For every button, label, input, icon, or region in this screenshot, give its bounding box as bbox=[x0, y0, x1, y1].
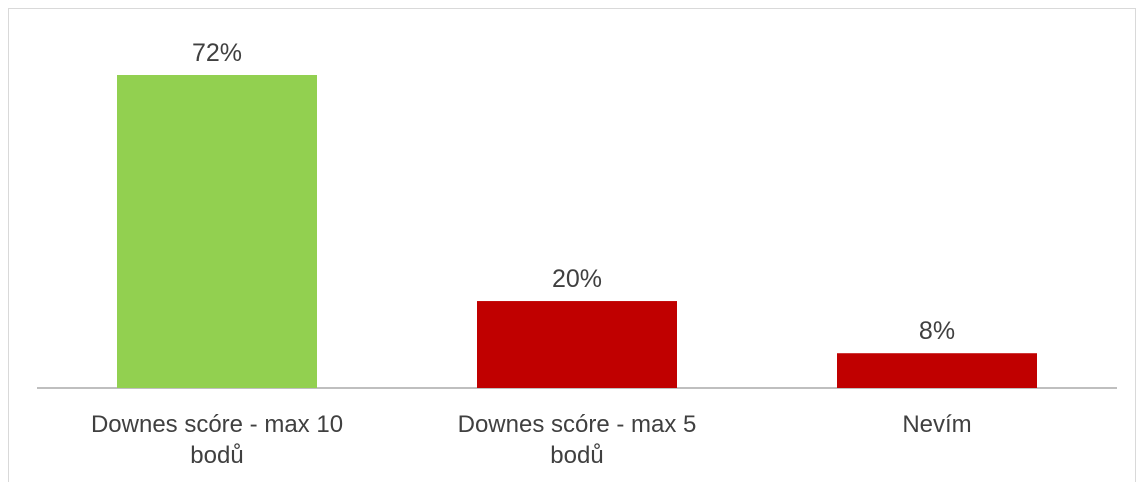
category-label-1-line-0: Downes scóre - max 5 bbox=[458, 411, 697, 438]
category-label-2-line-0: Nevím bbox=[902, 411, 971, 438]
data-label-0: 72% bbox=[192, 39, 242, 67]
bar-2 bbox=[837, 353, 1037, 388]
category-label-0-line-0: Downes scóre - max 10 bbox=[91, 411, 343, 438]
bar-0 bbox=[117, 75, 317, 388]
chart-frame bbox=[8, 8, 1136, 482]
category-label-0-line-1: bodů bbox=[190, 442, 243, 469]
data-label-2: 8% bbox=[919, 317, 955, 345]
category-label-1-line-1: bodů bbox=[550, 442, 603, 469]
bar-1 bbox=[477, 301, 677, 388]
data-label-1: 20% bbox=[552, 265, 602, 293]
